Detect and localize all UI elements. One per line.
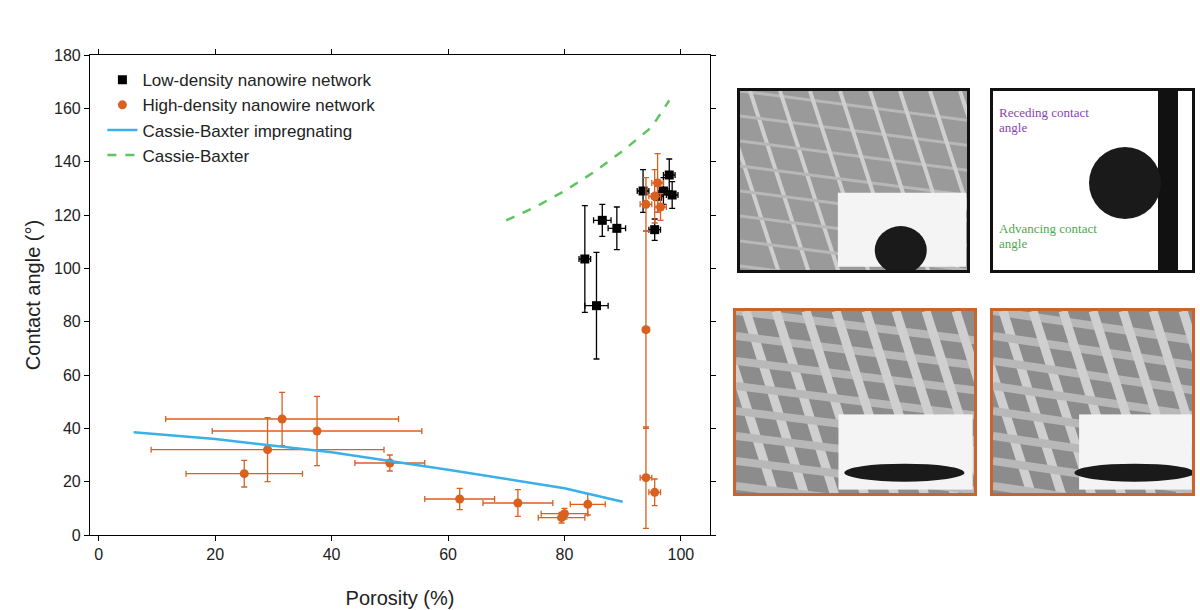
svg-text:40: 40: [323, 546, 341, 563]
svg-text:100: 100: [668, 546, 695, 563]
svg-text:Cassie-Baxter: Cassie-Baxter: [142, 147, 249, 166]
svg-text:140: 140: [54, 153, 81, 170]
svg-text:0: 0: [94, 546, 103, 563]
svg-text:20: 20: [63, 473, 81, 490]
svg-text:Porosity (%): Porosity (%): [346, 587, 455, 609]
svg-text:Low-density nanowire network: Low-density nanowire network: [142, 71, 371, 90]
svg-text:60: 60: [63, 367, 81, 384]
html-text:Receding contact angle: Receding contact angle: [999, 105, 1089, 135]
svg-text:Cassie-Baxter impregnating: Cassie-Baxter impregnating: [142, 122, 352, 141]
svg-text:160: 160: [54, 100, 81, 117]
svg-text:40: 40: [63, 420, 81, 437]
svg-text:High-density nanowire network: High-density nanowire network: [142, 96, 375, 115]
svg-text:60: 60: [439, 546, 457, 563]
html-text:Advancing contact angle: Advancing contact angle: [999, 221, 1097, 251]
svg-text:20: 20: [206, 546, 224, 563]
svg-text:Contact angle (°): Contact angle (°): [22, 220, 44, 370]
svg-text:180: 180: [54, 47, 81, 64]
svg-text:0: 0: [72, 527, 81, 544]
svg-text:80: 80: [556, 546, 574, 563]
svg-text:80: 80: [63, 313, 81, 330]
svg-text:100: 100: [54, 260, 81, 277]
svg-text:120: 120: [54, 207, 81, 224]
